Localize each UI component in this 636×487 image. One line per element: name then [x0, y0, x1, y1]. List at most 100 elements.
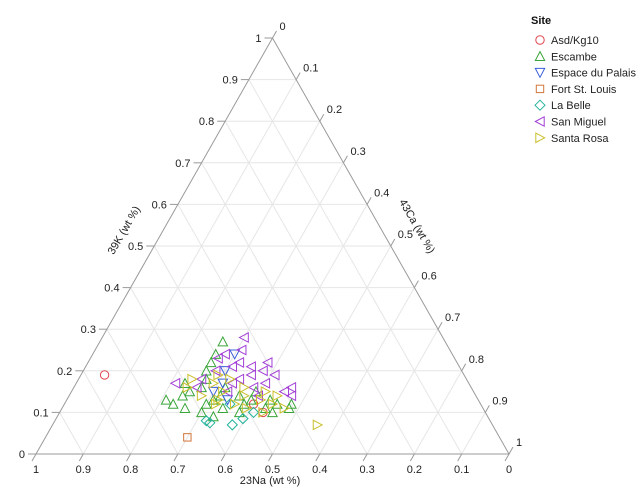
- tick-mark-bottom: [31, 453, 37, 462]
- data-point-san-miguel: [259, 377, 271, 389]
- legend-label-la-belle: La Belle: [551, 100, 591, 112]
- data-point-escambe: [196, 381, 208, 393]
- data-point-san-miguel: [219, 348, 230, 360]
- data-point-san-miguel: [235, 344, 247, 356]
- grid-line-ca: [82, 79, 297, 455]
- tick-mark-bottom: [457, 453, 463, 462]
- data-point-espace-du-palais: [207, 386, 219, 398]
- tick-label-left: 0.2: [57, 366, 72, 378]
- tick-labels: 1000.90.10.10.80.20.20.70.30.30.60.40.40…: [19, 21, 522, 476]
- tick-label-right: 0.1: [303, 63, 318, 75]
- data-point-escambe: [210, 348, 222, 359]
- tick-mark-bottom: [409, 453, 415, 462]
- data-point-san-miguel: [226, 361, 237, 373]
- tick-mark-right: [413, 280, 419, 288]
- legend-label-espace-du-palais: Espace du Palais: [551, 68, 636, 80]
- legend-label-asd-kg10: Asd/Kg10: [551, 35, 599, 47]
- grid-line-na: [130, 287, 226, 455]
- data-point-san-miguel: [212, 352, 223, 364]
- tick-mark-bottom: [220, 453, 226, 462]
- data-point-san-miguel: [261, 356, 273, 369]
- grid-line-ca: [272, 245, 392, 455]
- tick-label-left: 0.3: [81, 324, 96, 336]
- tick-label-left: 0.8: [199, 116, 214, 128]
- tick-label-bottom: 0.7: [170, 464, 185, 476]
- tick-label-right: 0.6: [421, 271, 436, 283]
- data-point-san-miguel: [285, 390, 297, 402]
- data-point-santa-rosa: [267, 398, 279, 410]
- tick-mark-right: [343, 155, 348, 164]
- legend-marker-espace-du-palais: [534, 67, 546, 79]
- grid-line-na: [153, 245, 273, 455]
- data-point-san-miguel: [191, 381, 202, 393]
- tick-mark-right: [366, 197, 372, 205]
- data-point-escambe: [266, 406, 279, 418]
- data-point-santa-rosa: [229, 398, 241, 410]
- tick-mark-right: [272, 30, 277, 39]
- grid-line-ca: [177, 162, 344, 455]
- data-point-fort-st-louis: [183, 433, 192, 442]
- data-point-santa-rosa: [196, 390, 208, 402]
- tick-label-bottom: 1: [33, 464, 39, 476]
- right-axis-title: 43Ca (wt %): [396, 197, 437, 255]
- data-point-escambe: [196, 406, 208, 418]
- data-point-san-miguel: [278, 386, 290, 398]
- data-point-espace-du-palais: [217, 378, 229, 390]
- legend-marker-santa-rosa: [535, 132, 546, 144]
- data-point-santa-rosa: [187, 373, 198, 385]
- tick-label-right: 1: [516, 437, 522, 449]
- data-point-san-miguel: [195, 373, 207, 385]
- tick-mark-right: [437, 321, 443, 330]
- tick-label-left: 0.7: [175, 158, 190, 170]
- data-point-santa-rosa: [312, 419, 324, 431]
- legend-label-santa-rosa: Santa Rosa: [551, 133, 609, 145]
- tick-label-left: 0.5: [128, 241, 143, 253]
- tick-label-right: 0.7: [445, 312, 460, 324]
- data-point-san-miguel: [209, 365, 221, 377]
- data-point-santa-rosa: [213, 369, 224, 381]
- legend-label-fort-st-louis: Fort St. Louis: [551, 84, 617, 96]
- data-point-la-belle: [204, 417, 216, 429]
- tick-mark-right: [508, 446, 514, 455]
- data-point-escambe: [200, 373, 212, 384]
- data-point-la-belle: [247, 406, 260, 419]
- data-point-espace-du-palais: [219, 366, 231, 377]
- tick-mark-right: [319, 113, 325, 122]
- legend-marker-la-belle: [534, 99, 546, 111]
- data-point-la-belle: [200, 415, 212, 427]
- tick-label-bottom: 0.6: [218, 464, 233, 476]
- data-point-la-belle: [237, 412, 249, 425]
- data-point-escambe: [177, 389, 189, 401]
- data-point-santa-rosa: [213, 394, 224, 406]
- legend-title: Site: [531, 15, 551, 27]
- legend-marker-fort-st-louis: [535, 84, 545, 94]
- legend-marker-asd-kg10: [535, 35, 545, 45]
- grid-line-ca: [461, 412, 486, 455]
- data-point-escambe: [217, 402, 229, 413]
- data-point-escambe: [259, 402, 271, 413]
- bottom-axis-title: 23Na (wt %): [240, 475, 301, 487]
- legend-marker-san-miguel: [534, 115, 545, 128]
- tick-label-bottom: 0.8: [123, 464, 138, 476]
- grid-line-ca: [319, 287, 415, 455]
- data-point-espace-du-palais: [222, 395, 234, 406]
- data-point-escambe: [160, 394, 172, 405]
- data-point-santa-rosa: [211, 398, 222, 410]
- tick-label-bottom: 0.5: [265, 464, 280, 476]
- tick-label-bottom: 0.4: [312, 464, 327, 476]
- tick-mark-bottom: [504, 453, 510, 462]
- data-point-escambe: [184, 385, 196, 397]
- data-point-santa-rosa: [239, 390, 250, 402]
- data-point-san-miguel: [245, 361, 256, 373]
- tick-label-bottom: 0.2: [407, 464, 422, 476]
- data-point-san-miguel: [269, 369, 280, 381]
- tick-mark-bottom: [362, 453, 368, 462]
- tick-mark-right: [295, 72, 301, 80]
- grid-line-na: [201, 162, 368, 455]
- data-point-santa-rosa: [208, 377, 220, 389]
- data-point-san-miguel: [221, 386, 233, 398]
- data-point-san-miguel: [247, 381, 259, 393]
- tick-label-left: 1: [255, 33, 261, 45]
- data-point-escambe: [285, 398, 297, 409]
